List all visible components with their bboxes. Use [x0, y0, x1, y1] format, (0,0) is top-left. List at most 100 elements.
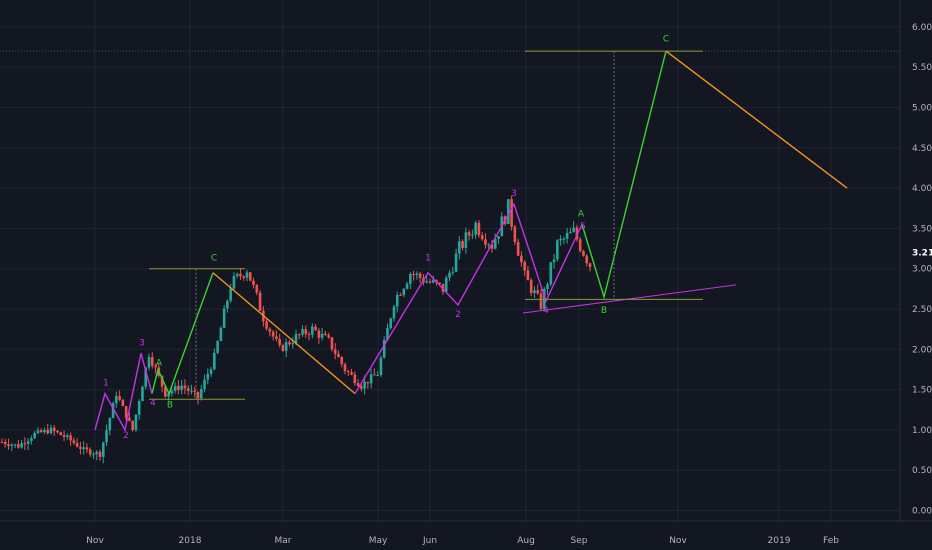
candle-body	[588, 263, 592, 268]
candle-body	[346, 371, 350, 373]
candle-body	[213, 352, 216, 370]
price-tick-label: 0.00	[912, 507, 932, 517]
candle-body	[275, 336, 278, 339]
candle-body	[340, 357, 344, 365]
candle-body	[180, 385, 183, 390]
time-tick-label: Aug	[517, 536, 535, 546]
candle-body	[324, 333, 327, 336]
candle-body	[255, 284, 259, 293]
candle-body	[425, 281, 428, 283]
candle-body	[474, 222, 477, 235]
candle-body	[43, 429, 46, 433]
candle-body	[392, 306, 396, 319]
candle-body	[343, 364, 347, 372]
candle-body	[490, 244, 494, 249]
candle-body	[520, 255, 523, 263]
candle-body	[271, 331, 275, 337]
wave-label-2: 2	[455, 310, 461, 320]
candle-body	[98, 451, 102, 457]
candle-body	[412, 273, 415, 275]
candle-body	[206, 373, 210, 380]
candle-body	[487, 244, 491, 246]
candle-body	[30, 438, 33, 441]
candle-body	[46, 429, 50, 434]
candle-body	[154, 365, 157, 368]
wave-label-c: C	[663, 34, 669, 44]
wave-label-2: 2	[123, 431, 129, 441]
candle-body	[82, 447, 85, 449]
candle-body	[320, 333, 324, 338]
candle-body	[13, 444, 17, 446]
wave-label-3: 3	[139, 338, 145, 348]
candle-body	[304, 329, 308, 335]
candle-body	[88, 449, 92, 455]
candle-body	[222, 308, 226, 329]
candle-body	[278, 338, 281, 345]
time-tick-label: Mar	[275, 536, 292, 546]
wave-label-b: B	[601, 306, 607, 316]
candle-body	[173, 385, 177, 391]
wave-label-1: 1	[103, 379, 109, 389]
candle-body	[399, 294, 402, 296]
candle-body	[526, 270, 530, 281]
candle-body	[546, 284, 549, 290]
price-tick-label: 4.50	[912, 144, 932, 154]
candle-body	[415, 273, 419, 275]
candle-body	[111, 403, 115, 418]
candle-body	[572, 227, 575, 232]
candle-body	[108, 417, 112, 431]
candle-body	[85, 447, 89, 450]
time-axis[interactable]: Nov 2018 Mar May Jun Aug Sep Nov 2019 Feb	[0, 520, 932, 546]
candle-body	[438, 282, 442, 284]
candle-body	[164, 386, 167, 397]
candle-body	[441, 283, 445, 292]
candle-body	[513, 226, 517, 242]
candle-body	[105, 430, 108, 443]
candle-body	[585, 255, 589, 264]
grid-lines	[0, 0, 900, 521]
candle-body	[444, 277, 448, 292]
price-tick-label: 0.50	[912, 466, 932, 476]
candle-body	[556, 240, 559, 260]
candle-body	[33, 432, 36, 439]
candle-body	[59, 432, 63, 436]
price-tick-label: 3.50	[912, 224, 932, 234]
candle-body	[141, 386, 144, 402]
candle-body	[386, 327, 389, 340]
candle-body	[216, 341, 219, 353]
candle-body	[559, 238, 562, 241]
candle-body	[327, 335, 330, 338]
candle-body	[467, 232, 471, 236]
candle-body	[229, 288, 232, 301]
price-tick-label: 2.50	[912, 305, 932, 315]
candle-body	[239, 273, 242, 277]
candle-body	[134, 414, 138, 430]
candle-body	[448, 272, 451, 278]
candle-body	[418, 273, 422, 279]
candle-body	[337, 353, 340, 358]
candle-body	[480, 235, 484, 240]
candle-body	[7, 444, 10, 447]
candle-body	[95, 451, 99, 455]
candle-body	[245, 272, 249, 278]
last-price-label: 3.21	[912, 248, 932, 258]
price-axis[interactable]: 0.00 0.50 1.00 1.50 2.00 2.50 3.00 3.50 4.00 4.50…	[899, 0, 932, 521]
candle-body	[92, 454, 95, 456]
wave-labels: 1 2 3 4 A B C 1 2 3 4 A 5 B C	[103, 34, 669, 441]
candle-body	[248, 272, 252, 281]
candle-body	[562, 238, 566, 240]
candle-body	[0, 441, 4, 443]
candle-body	[307, 334, 311, 336]
candle-body	[294, 334, 298, 344]
candle-body	[252, 280, 255, 285]
candle-body	[314, 326, 317, 331]
candle-body	[79, 446, 82, 449]
candle-body	[118, 396, 121, 400]
candle-body	[297, 334, 301, 336]
price-tick-label: 6.00	[912, 23, 932, 33]
wave-label-b: B	[167, 400, 173, 410]
wave-1-correction	[151, 272, 214, 396]
wave-label-4: 4	[543, 306, 549, 316]
candle-body	[507, 199, 510, 225]
